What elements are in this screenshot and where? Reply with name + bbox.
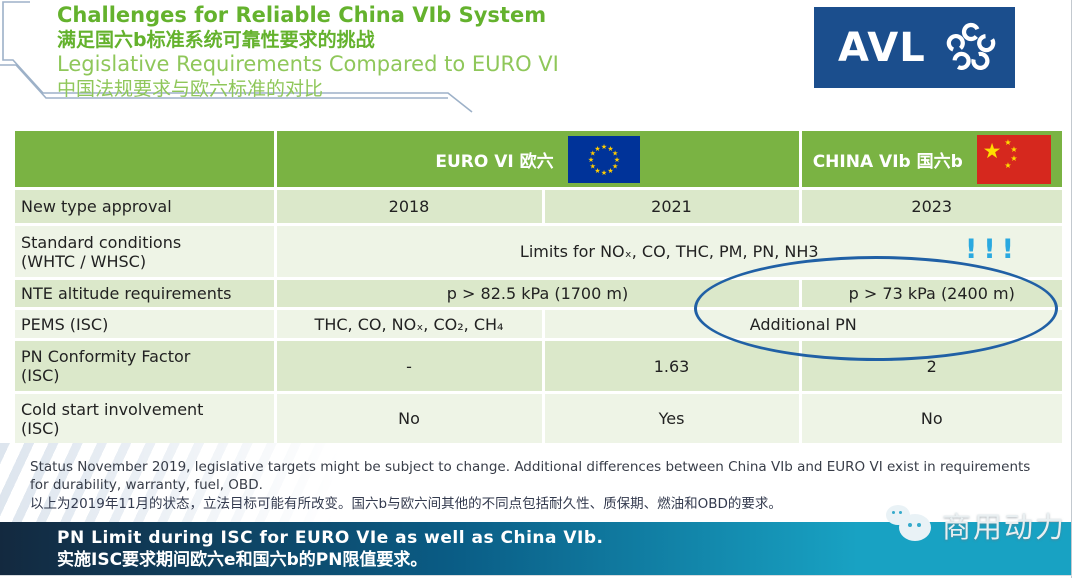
column-header-euro-vi: EURO VI 欧六 ★ ★ ★ ★ ★ ★ ★ ★ ★ ★ ★ ★ <box>275 131 802 190</box>
title-block: Challenges for Reliable China VIb System… <box>57 3 559 101</box>
row-new-type-approval: New type approval 2018 2021 2023 <box>15 188 1062 226</box>
svg-text:★: ★ <box>1010 145 1017 154</box>
wechat-icon <box>886 505 934 545</box>
china-flag-icon: ★ ★ ★ ★ ★ <box>976 134 1051 184</box>
cell-euro-2021: 1.63 <box>543 339 802 394</box>
svg-text:★: ★ <box>1004 138 1011 147</box>
svg-text:★: ★ <box>588 156 594 164</box>
bottom-bar-text-en: PN Limit during ISC for EURO VIe as well… <box>57 528 604 548</box>
diagonal-texture <box>0 443 430 522</box>
cell-china: No <box>800 392 1062 446</box>
euro-vi-header-label: EURO VI 欧六 <box>435 151 554 172</box>
wechat-bubble-big <box>899 514 931 541</box>
svg-text:★: ★ <box>612 162 618 170</box>
cell-limits: Limits for NOₓ, CO, THC, PM, PN, NH3 !!! <box>275 224 1062 280</box>
cell-euro-altitude: p > 82.5 kPa (1700 m) <box>275 278 802 310</box>
eu-flag-icon: ★ ★★ ★★★ ★★★ ★★★ <box>567 135 640 183</box>
cell-china: 2023 <box>800 188 1062 226</box>
wechat-account-name: 商用动力 <box>942 510 1067 544</box>
slide-right-border <box>1071 0 1072 578</box>
header-empty-cell <box>15 131 277 190</box>
column-header-china-vib: CHINA VIb 国六b ★ ★ ★ ★ ★ <box>800 131 1062 190</box>
slide-title-en: Challenges for Reliable China VIb System <box>57 3 547 27</box>
cell-euro-pems: THC, CO, NOₓ, CO₂, CH₄ <box>275 308 545 341</box>
cell-china-additional-pn: Additional PN <box>543 308 1062 341</box>
row-label: Standard conditions (WHTC / WHSC) <box>15 224 277 280</box>
cell-china: 2 <box>800 339 1062 394</box>
svg-text:★: ★ <box>601 143 607 151</box>
cell-euro-2018: 2018 <box>275 188 545 226</box>
svg-text:★: ★ <box>1004 161 1011 170</box>
cell-euro-2021: Yes <box>543 392 802 446</box>
corner-decoration-lines <box>0 1 473 113</box>
comparison-table: EURO VI 欧六 ★ ★ ★ ★ ★ ★ ★ ★ ★ ★ ★ ★ <box>15 131 1062 446</box>
svg-text:★: ★ <box>607 167 613 175</box>
cell-euro-2018: - <box>275 339 545 394</box>
alert-exclamations: !!! <box>965 234 1020 265</box>
footnote: Status November 2019, legislative target… <box>30 458 1035 514</box>
svg-text:★: ★ <box>594 167 600 175</box>
avl-pinwheel-icon <box>946 22 995 70</box>
row-label: NTE altitude requirements <box>15 278 277 310</box>
svg-text:★: ★ <box>594 144 600 152</box>
slide-subtitle-en: Legislative Requirements Compared to EUR… <box>57 52 559 76</box>
svg-text:★: ★ <box>607 144 613 152</box>
slide-title-zh: 满足国六b标准系统可靠性要求的挑战 <box>57 29 375 51</box>
row-pems-isc: PEMS (ISC) THC, CO, NOₓ, CO₂, CH₄ Additi… <box>15 308 1062 341</box>
svg-text:★: ★ <box>612 149 618 157</box>
row-label: PEMS (ISC) <box>15 308 277 341</box>
row-nte-altitude: NTE altitude requirements p > 82.5 kPa (… <box>15 278 1062 310</box>
row-standard-conditions: Standard conditions (WHTC / WHSC) Limits… <box>15 224 1062 280</box>
slide-subtitle-zh: 中国法规要求与欧六标准的对比 <box>57 78 324 100</box>
row-cold-start: Cold start involvement (ISC) No Yes No <box>15 392 1062 446</box>
bottom-bar-text-zh: 实施ISC要求期间欧六e和国六b的PN限值要求。 <box>57 550 428 570</box>
svg-text:★: ★ <box>589 149 595 157</box>
svg-text:★: ★ <box>589 162 595 170</box>
wechat-watermark: 商用动力 <box>886 504 1066 546</box>
svg-text:★: ★ <box>1010 154 1017 163</box>
slide-bottom-border <box>0 575 1072 576</box>
svg-text:★: ★ <box>614 156 620 164</box>
cell-euro-2021: 2021 <box>543 188 802 226</box>
svg-text:★: ★ <box>982 139 1001 163</box>
china-vib-header-label: CHINA VIb 国六b <box>812 151 963 172</box>
row-label: PN Conformity Factor (ISC) <box>15 339 277 394</box>
row-pn-conformity: PN Conformity Factor (ISC) - 1.63 2 <box>15 339 1062 394</box>
svg-text:★: ★ <box>601 169 607 177</box>
avl-logo: AVL <box>814 7 1015 88</box>
footnote-zh: 以上为2019年11月的状态，立法目标可能有所改变。国六b与欧六间其他的不同点包… <box>30 496 782 513</box>
row-label: New type approval <box>15 188 277 226</box>
table-header-row: EURO VI 欧六 ★ ★ ★ ★ ★ ★ ★ ★ ★ ★ ★ ★ <box>15 131 1062 190</box>
cell-euro-2018: No <box>275 392 545 446</box>
bottom-bar: PN Limit during ISC for EURO VIe as well… <box>0 522 1072 575</box>
cell-china-altitude: p > 73 kPa (2400 m) <box>800 278 1062 310</box>
footnote-en: Status November 2019, legislative target… <box>30 459 1031 494</box>
avl-logo-text: AVL <box>838 24 926 71</box>
row-label: Cold start involvement (ISC) <box>15 392 277 446</box>
